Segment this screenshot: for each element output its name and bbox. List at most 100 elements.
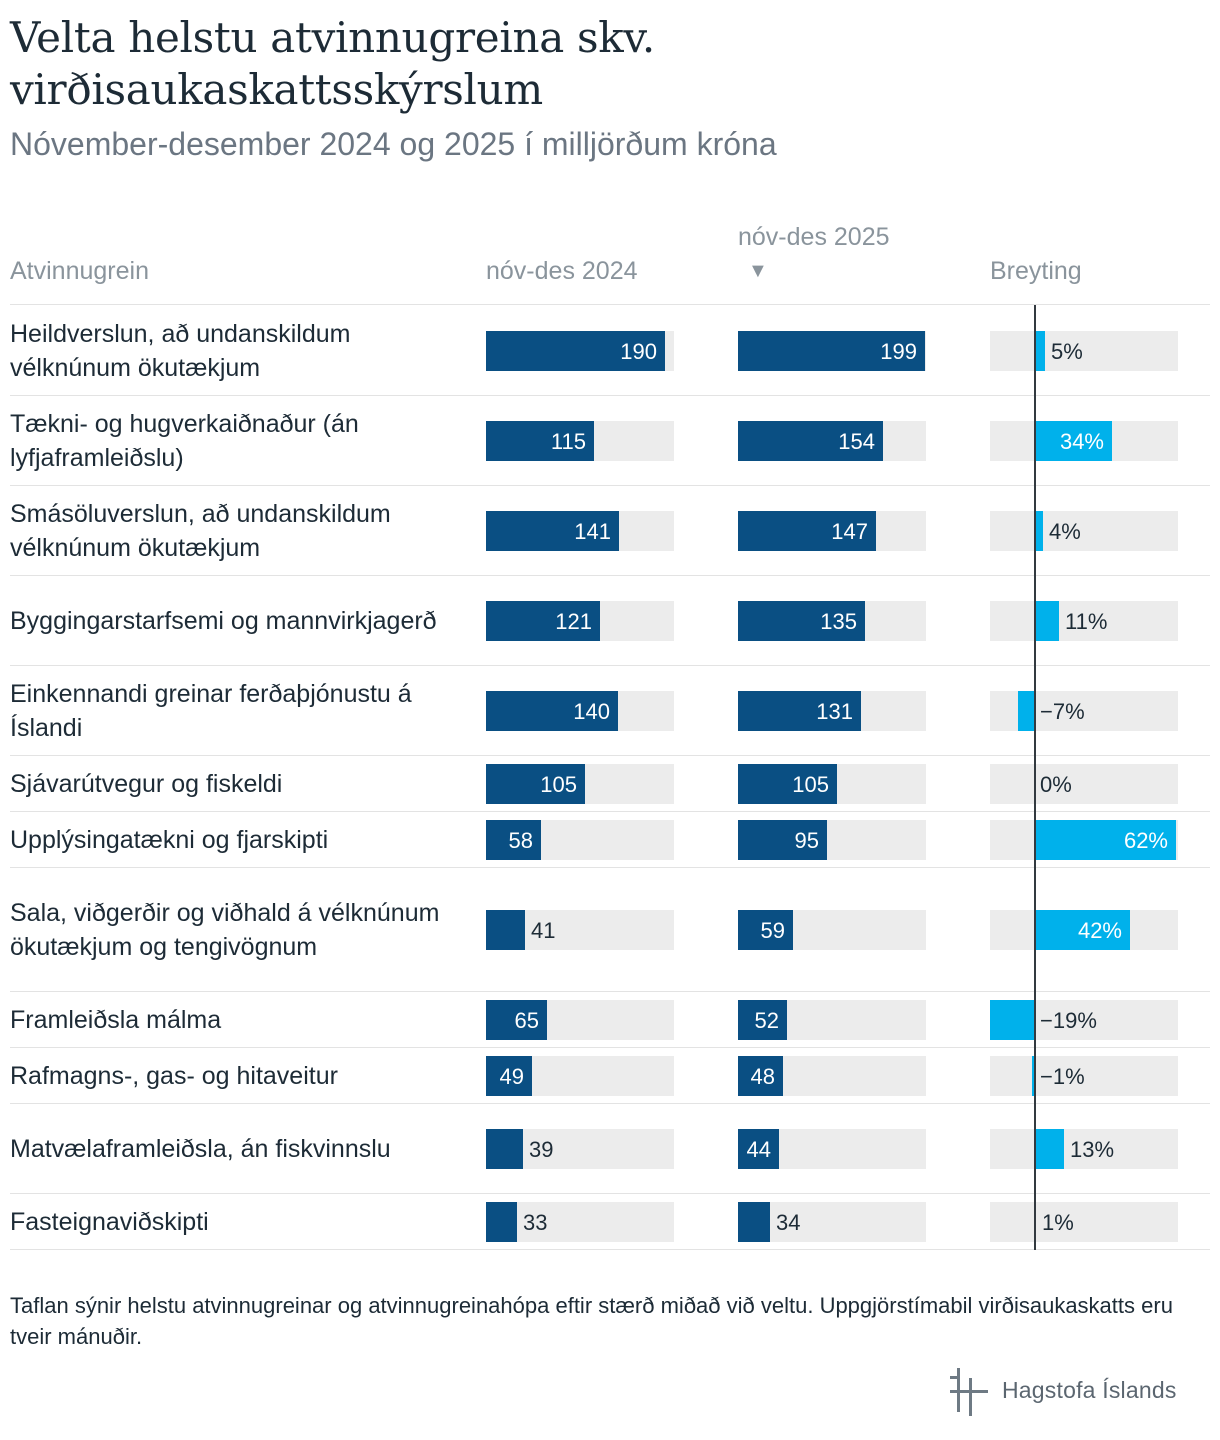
table-row: Sjávarútvegur og fiskeldi 105 105 0% xyxy=(10,756,1210,812)
v2024-track: 141 xyxy=(486,510,674,551)
change-value-label: 0% xyxy=(1040,771,1072,797)
v2024-bar[interactable] xyxy=(486,763,585,804)
sort-descending-icon[interactable]: ▼ xyxy=(748,260,768,282)
v2025-value-label: 44 xyxy=(746,1136,771,1162)
v2024-bar[interactable] xyxy=(486,420,594,461)
row-label: Upplýsingatækni og fjarskipti xyxy=(10,825,329,854)
row-label: Einkennandi greinar ferðaþjónustu á Ísla… xyxy=(10,679,412,742)
change-bar[interactable] xyxy=(1034,1128,1064,1169)
v2024-bar[interactable] xyxy=(486,1128,523,1169)
v2025-bar[interactable] xyxy=(738,510,876,551)
v2024-bar[interactable] xyxy=(486,330,665,371)
table-row: Framleiðsla málma 65 52 −19% xyxy=(10,992,1210,1048)
v2025-bar[interactable] xyxy=(738,909,793,950)
v2025-bar[interactable] xyxy=(738,1055,783,1096)
header-divider xyxy=(10,304,1210,305)
table-row: Byggingarstarfsemi og mannvirkjagerð 121 1… xyxy=(10,576,1210,666)
v2024-bar[interactable] xyxy=(486,909,525,950)
v2024-bar[interactable] xyxy=(486,600,600,641)
change-bar[interactable] xyxy=(1034,330,1045,371)
change-bar[interactable] xyxy=(1034,600,1059,641)
table-row: Rafmagns-, gas- og hitaveitur 49 48 −1% xyxy=(10,1048,1210,1104)
change-value-label: −1% xyxy=(1040,1063,1085,1089)
change-track: 11% xyxy=(990,600,1178,641)
change-value-label: 42% xyxy=(1077,917,1122,943)
row-label: Sjávarútvegur og fiskeldi xyxy=(10,769,283,798)
v2024-track: 190 xyxy=(486,330,674,371)
change-track: 5% xyxy=(990,330,1178,371)
v2024-value-label: 39 xyxy=(529,1136,554,1162)
hagstofa-logo[interactable]: Hagstofa Íslands xyxy=(948,1362,1177,1418)
v2024-track: 121 xyxy=(486,600,674,641)
v2025-bar[interactable] xyxy=(738,690,861,731)
v2025-value-label: 95 xyxy=(794,827,819,853)
change-value-label: 34% xyxy=(1059,428,1104,454)
change-bar[interactable] xyxy=(1018,690,1034,731)
column-header-2024[interactable]: nóv-des 2024 xyxy=(486,257,638,285)
v2024-value-label: 121 xyxy=(555,608,592,634)
change-value-label: 1% xyxy=(1042,1209,1074,1235)
v2024-value-label: 41 xyxy=(531,917,556,943)
change-track: 34% xyxy=(990,420,1178,461)
v2024-bar[interactable] xyxy=(486,1201,517,1242)
table-row: Upplýsingatækni og fjarskipti 58 95 62% xyxy=(10,812,1210,868)
row-label: Matvælaframleiðsla, án fiskvinnslu xyxy=(10,1134,391,1163)
v2025-value-label: 59 xyxy=(760,917,785,943)
change-bar[interactable] xyxy=(1034,510,1043,551)
v2024-bar[interactable] xyxy=(486,690,618,731)
v2025-bar[interactable] xyxy=(738,1201,770,1242)
row-label: Smásöluverslun, að undanskildum vélknúnu… xyxy=(10,499,391,562)
v2025-bar[interactable] xyxy=(738,819,827,860)
v2025-value-label: 131 xyxy=(816,698,853,724)
change-value-label: −19% xyxy=(1040,1007,1097,1033)
v2025-value-label: 48 xyxy=(750,1063,775,1089)
v2025-value-label: 105 xyxy=(792,771,829,797)
column-header-2025[interactable]: nóv-des 2025 xyxy=(738,223,890,251)
change-value-label: 4% xyxy=(1049,518,1081,544)
v2025-track: 131 xyxy=(738,690,926,731)
row-label: Framleiðsla málma xyxy=(10,1005,222,1034)
v2025-track: 147 xyxy=(738,510,926,551)
v2024-value-label: 190 xyxy=(620,338,657,364)
row-label: Heildverslun, að undanskildum vélknúnum … xyxy=(10,319,351,382)
v2024-bar[interactable] xyxy=(486,1055,532,1096)
v2025-bar[interactable] xyxy=(738,999,787,1040)
v2025-bar[interactable] xyxy=(738,1128,779,1169)
v2024-bar[interactable] xyxy=(486,510,619,551)
v2025-bar[interactable] xyxy=(738,600,865,641)
v2025-track: 135 xyxy=(738,600,926,641)
v2025-value-label: 199 xyxy=(880,338,917,364)
v2024-bar[interactable] xyxy=(486,999,547,1040)
table-row: Matvælaframleiðsla, án fiskvinnslu 39 44 13… xyxy=(10,1104,1210,1194)
v2024-track: 41 xyxy=(486,909,674,950)
v2025-track: 44 xyxy=(738,1128,926,1169)
change-bar[interactable] xyxy=(1034,420,1112,461)
v2025-value-label: 147 xyxy=(831,518,868,544)
row-label: Tækni- og hugverkaiðnaður (án lyfjaframl… xyxy=(10,409,359,472)
v2025-value-label: 34 xyxy=(776,1209,801,1235)
v2025-track: 52 xyxy=(738,999,926,1040)
change-bar[interactable] xyxy=(990,999,1034,1040)
v2024-track: 58 xyxy=(486,819,674,860)
chart-subtitle: Nóvember-desember 2024 og 2025 í milljör… xyxy=(10,126,777,162)
v2024-track: 105 xyxy=(486,763,674,804)
column-header-change[interactable]: Breyting xyxy=(990,257,1082,285)
v2024-track: 140 xyxy=(486,690,674,731)
v2025-bar[interactable] xyxy=(738,330,925,371)
change-value-label: 5% xyxy=(1051,338,1083,364)
hagstofa-logo-text: Hagstofa Íslands xyxy=(1002,1376,1177,1403)
change-track: −1% xyxy=(990,1055,1178,1096)
v2024-value-label: 58 xyxy=(508,827,533,853)
change-bar[interactable] xyxy=(1032,1055,1034,1096)
change-bar[interactable] xyxy=(1034,909,1130,950)
v2025-bar[interactable] xyxy=(738,763,837,804)
v2024-bar[interactable] xyxy=(486,819,541,860)
v2024-value-label: 33 xyxy=(523,1209,548,1235)
table-row: Smásöluverslun, að undanskildum vélknúnu… xyxy=(10,486,1210,576)
row-label: Sala, viðgerðir og viðhald á vélknúnum ö… xyxy=(10,898,440,961)
change-track: 0% xyxy=(990,763,1178,804)
change-bar[interactable] xyxy=(1034,819,1176,860)
v2025-bar[interactable] xyxy=(738,420,883,461)
v2024-track: 33 xyxy=(486,1201,674,1242)
v2025-value-label: 154 xyxy=(838,428,875,454)
